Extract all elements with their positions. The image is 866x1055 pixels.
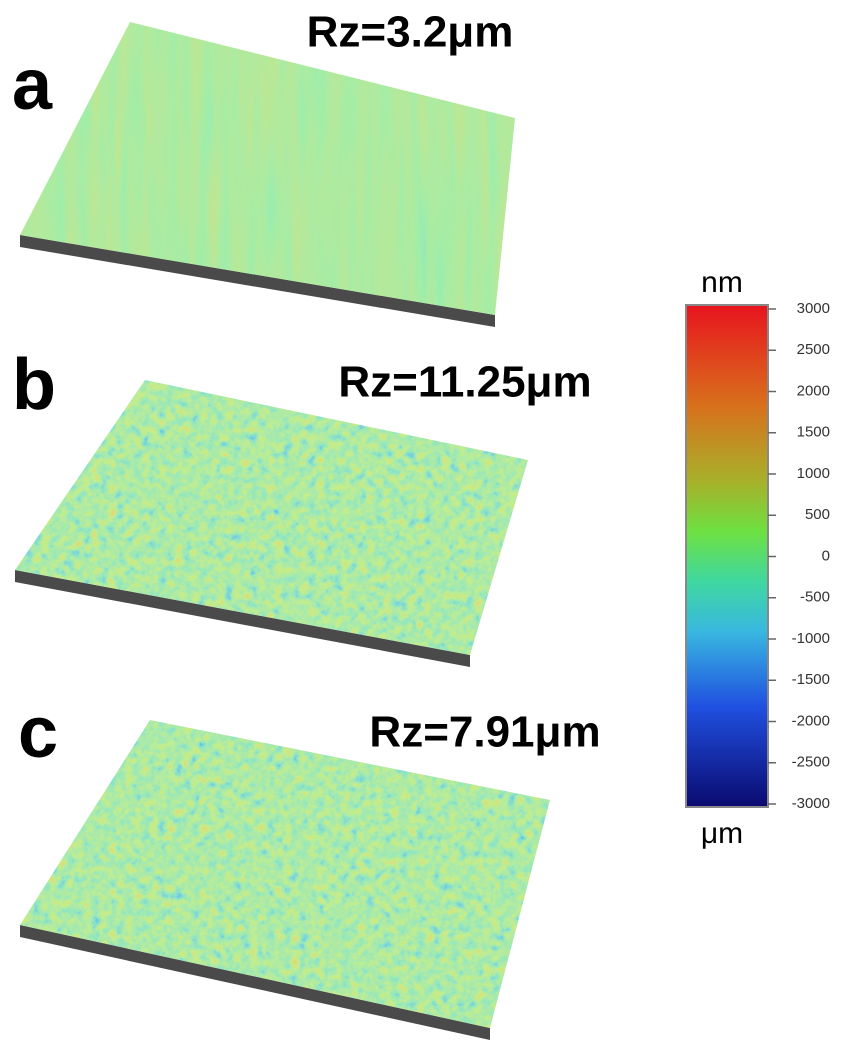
surface-base xyxy=(20,925,490,1040)
tick-label: 0 xyxy=(822,547,830,564)
tick-label: -2500 xyxy=(792,754,830,771)
tick-label: -3000 xyxy=(792,795,830,812)
tick-label: -2000 xyxy=(792,712,830,729)
panel-title: Rz=11.25μm xyxy=(338,358,591,407)
colorbar-ticks: 3000 2500 2000 1500 1000 500 0 -500 -1000 -1500 -2… xyxy=(768,300,830,812)
panel-label: a xyxy=(12,45,53,125)
surface-b xyxy=(15,380,528,655)
tick-label: 2000 xyxy=(797,382,830,399)
panel-title: Rz=7.91μm xyxy=(369,708,600,757)
surface-a xyxy=(20,22,515,315)
unit-label: μm xyxy=(701,817,743,850)
tick-label: -500 xyxy=(800,589,830,606)
tick-label: -1500 xyxy=(792,671,830,688)
tick-label: 1000 xyxy=(797,465,830,482)
tick-label: 2500 xyxy=(797,341,830,358)
tick-label: 3000 xyxy=(797,300,830,317)
unit-label: nm xyxy=(701,266,743,299)
surface-base xyxy=(20,235,495,327)
surface-base xyxy=(15,570,470,667)
tick-label: -1000 xyxy=(792,630,830,647)
tick-label: 500 xyxy=(805,506,830,523)
panel-title: Rz=3.2μm xyxy=(307,8,514,57)
panel-label: b xyxy=(12,345,56,425)
panel-label: c xyxy=(18,693,58,773)
colorbar xyxy=(685,304,769,808)
surface-c xyxy=(20,720,550,1028)
tick-label: 1500 xyxy=(797,424,830,441)
